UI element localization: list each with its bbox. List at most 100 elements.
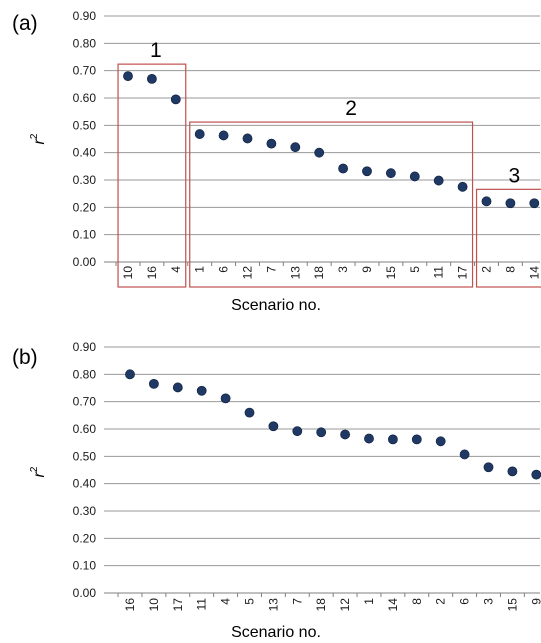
data-point — [409, 171, 420, 182]
y-tick-label: 0.10 — [73, 228, 97, 242]
data-point — [387, 434, 398, 445]
x-tick-label: 1 — [193, 266, 207, 273]
chart-panel-b: 0.00 0.10 0.20 0.30 0.40 0.50 0.60 0.70 0.80 0.90… — [12, 340, 541, 641]
y-tick-label: 0.40 — [73, 146, 97, 160]
data-point — [505, 198, 516, 209]
panel-label: (b) — [12, 346, 38, 369]
y-tick-label: 0.90 — [73, 9, 97, 23]
x-tick-label: 4 — [219, 598, 233, 605]
y-tick-label: 0.10 — [73, 559, 97, 573]
x-tick-label: 15 — [384, 266, 398, 280]
data-point — [314, 147, 325, 158]
x-tick-label: 14 — [386, 598, 400, 612]
x-tick-label: 12 — [241, 266, 255, 280]
y-axis-title: r2 — [29, 133, 48, 144]
data-point — [172, 382, 183, 393]
data-point — [292, 426, 303, 437]
group-box — [117, 63, 187, 288]
data-point — [457, 181, 468, 192]
x-axis-title: Scenario no. — [231, 297, 321, 314]
x-tick-label: 2 — [480, 266, 494, 273]
x-tick-label: 7 — [264, 266, 278, 273]
data-point — [220, 393, 231, 404]
x-tick-label: 18 — [314, 598, 328, 612]
y-tick-label: 0.50 — [73, 118, 97, 132]
data-point — [340, 429, 350, 440]
x-axis-title: Scenario no. — [231, 624, 321, 641]
group-box — [475, 188, 541, 288]
x-tick-label: 16 — [145, 266, 159, 280]
x-tick-label: 17 — [456, 266, 470, 280]
x-tick-label: 18 — [312, 266, 326, 280]
x-tick-label: 16 — [123, 598, 137, 612]
data-point — [362, 166, 372, 177]
y-tick-label: 0.80 — [73, 36, 97, 50]
x-tick-label: 14 — [527, 266, 541, 280]
y-tick-label: 0.30 — [73, 173, 97, 187]
x-tick-label: 1 — [362, 598, 376, 605]
data-point — [316, 427, 327, 438]
x-tick-label: 12 — [338, 598, 352, 612]
group-box — [189, 121, 474, 288]
data-point — [146, 73, 157, 84]
data-point — [242, 133, 253, 144]
data-point — [338, 163, 348, 174]
x-tick-label: 8 — [503, 266, 517, 273]
y-tick-label: 0.20 — [73, 531, 97, 545]
data-point — [218, 130, 229, 141]
x-tick-label: 5 — [408, 266, 422, 273]
x-tick-label: 11 — [195, 598, 209, 611]
chart-panel-a: 0.00 0.10 0.20 0.30 0.40 0.50 0.60 0.70 0.80 0.90… — [12, 9, 541, 314]
x-tick-label: 13 — [288, 266, 302, 280]
y-tick-label: 0.00 — [73, 586, 97, 600]
group-label: 2 — [345, 97, 357, 120]
panel-label: (a) — [12, 12, 38, 35]
data-point — [483, 462, 494, 473]
x-tick-label: 3 — [482, 598, 496, 605]
x-tick-label: 10 — [121, 266, 135, 280]
data-point — [507, 466, 518, 477]
x-tick-label: 9 — [360, 266, 374, 273]
y-tick-label: 0.80 — [73, 367, 97, 381]
data-point — [364, 433, 374, 444]
y-tick-label: 0.90 — [73, 340, 97, 354]
y-tick-label: 0.70 — [73, 395, 97, 409]
y-tick-label: 0.40 — [73, 477, 97, 491]
x-tick-label: 13 — [266, 598, 280, 612]
y-tick-label: 0.20 — [73, 200, 97, 214]
x-tick-label: 5 — [243, 598, 257, 605]
x-tick-label: 6 — [217, 266, 231, 273]
x-tick-label: 3 — [336, 266, 350, 273]
data-point — [244, 407, 255, 418]
y-tick-label: 0.50 — [73, 449, 97, 463]
data-point — [268, 421, 279, 432]
data-point — [194, 129, 205, 139]
x-tick-label: 2 — [434, 598, 448, 605]
y-tick-label: 0.60 — [73, 91, 97, 105]
x-tick-label: 17 — [171, 598, 185, 612]
data-point — [435, 436, 446, 447]
group-label: 1 — [150, 39, 162, 62]
data-point — [196, 385, 207, 396]
x-tick-label: 8 — [410, 598, 424, 605]
data-point — [266, 138, 277, 149]
data-point — [123, 71, 133, 82]
data-point — [433, 175, 444, 186]
x-tick-label: 7 — [290, 598, 304, 605]
data-point — [290, 142, 301, 153]
group-label: 3 — [509, 164, 521, 187]
data-point — [385, 168, 396, 179]
y-axis-title: r2 — [29, 466, 48, 477]
y-tick-label: 0.70 — [73, 64, 97, 78]
x-tick-label: 4 — [169, 266, 183, 273]
x-tick-label: 9 — [529, 598, 541, 605]
data-point — [148, 378, 159, 389]
data-point — [170, 94, 181, 105]
data-point — [481, 196, 492, 207]
x-tick-label: 10 — [147, 598, 161, 612]
x-tick-label: 6 — [458, 598, 472, 605]
data-point — [459, 449, 470, 460]
y-tick-label: 0.00 — [73, 255, 97, 269]
x-tick-label: 11 — [432, 266, 446, 279]
